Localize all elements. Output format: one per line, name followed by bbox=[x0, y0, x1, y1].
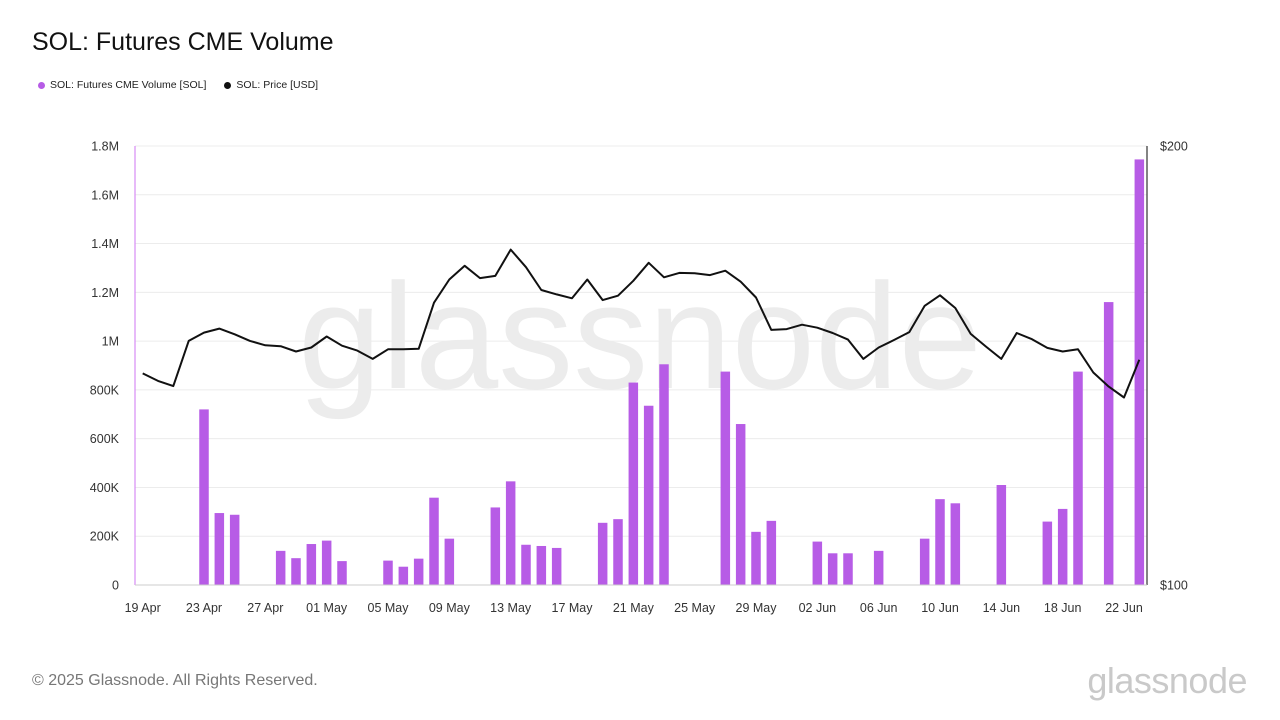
y-left-tick-label: 400K bbox=[90, 481, 120, 495]
volume-bar bbox=[950, 503, 961, 585]
x-tick-label: 05 May bbox=[368, 601, 410, 615]
x-tick-label: 22 Jun bbox=[1105, 601, 1143, 615]
volume-bar bbox=[551, 547, 562, 585]
volume-bar bbox=[919, 538, 930, 585]
volume-bar bbox=[1057, 508, 1068, 585]
volume-bar bbox=[659, 364, 669, 585]
volume-bar bbox=[383, 560, 393, 585]
y-left-tick-label: 800K bbox=[90, 383, 120, 397]
legend: SOL: Futures CME Volume [SOL] SOL: Price… bbox=[38, 79, 318, 91]
x-tick-label: 10 Jun bbox=[921, 601, 959, 615]
legend-item-price[interactable]: SOL: Price [USD] bbox=[224, 79, 318, 91]
volume-bar bbox=[398, 566, 409, 585]
y-left-tick-label: 0 bbox=[112, 579, 119, 593]
x-tick-label: 02 Jun bbox=[799, 601, 837, 615]
volume-bar bbox=[935, 499, 945, 585]
y-left-tick-label: 1.6M bbox=[91, 188, 119, 202]
chart-canvas[interactable]: glassnode 0 200K 400K 600K 800K 1M 1.2M 1.4M 1.6… bbox=[0, 0, 1280, 640]
volume-bar bbox=[751, 531, 761, 585]
volume-bar bbox=[536, 545, 547, 585]
y-left-tick-label: 1.2M bbox=[91, 286, 119, 300]
volume-bar bbox=[321, 540, 332, 585]
volume-bar bbox=[429, 497, 439, 585]
x-tick-label: 13 May bbox=[490, 601, 532, 615]
x-tick-label: 01 May bbox=[306, 601, 348, 615]
volume-bar bbox=[766, 520, 777, 585]
volume-bar bbox=[843, 553, 853, 585]
volume-bar bbox=[229, 514, 240, 585]
volume-bar bbox=[812, 541, 823, 585]
x-tick-label: 18 Jun bbox=[1044, 601, 1082, 615]
volume-bars bbox=[199, 159, 1145, 586]
y-left-tick-label: 1.4M bbox=[91, 237, 119, 251]
x-tick-label: 09 May bbox=[429, 601, 471, 615]
x-tick-label: 27 Apr bbox=[247, 601, 283, 615]
volume-bar bbox=[413, 558, 424, 585]
volume-bar bbox=[597, 522, 608, 585]
volume-bar bbox=[1103, 302, 1114, 585]
watermark-text: glassnode bbox=[298, 252, 982, 420]
legend-swatch-volume bbox=[38, 81, 45, 89]
copyright-text: © 2025 Glassnode. All Rights Reserved. bbox=[32, 672, 318, 689]
volume-bar bbox=[1042, 521, 1053, 585]
x-tick-label: 17 May bbox=[552, 601, 594, 615]
volume-bar bbox=[720, 371, 731, 585]
volume-bar bbox=[521, 544, 531, 585]
volume-bar bbox=[613, 519, 623, 585]
x-tick-label: 19 Apr bbox=[125, 601, 161, 615]
volume-bar bbox=[214, 513, 225, 585]
volume-bar bbox=[996, 485, 1007, 585]
brand-logo: glassnode bbox=[1087, 660, 1247, 701]
chart-title: SOL: Futures CME Volume bbox=[32, 28, 334, 56]
volume-bar bbox=[306, 544, 317, 585]
legend-label-volume: SOL: Futures CME Volume [SOL] bbox=[50, 79, 207, 91]
y-left-tick-label: 200K bbox=[90, 530, 120, 544]
x-tick-label: 29 May bbox=[736, 601, 778, 615]
volume-bar bbox=[628, 382, 639, 585]
volume-bar bbox=[827, 553, 838, 585]
y-right-tick-label: $200 bbox=[1160, 140, 1188, 154]
volume-bar bbox=[873, 550, 884, 585]
y-left-tick-label: 600K bbox=[90, 432, 120, 446]
x-tick-label: 14 Jun bbox=[983, 601, 1021, 615]
x-tick-label: 06 Jun bbox=[860, 601, 898, 615]
price-line bbox=[142, 248, 1141, 399]
volume-bar bbox=[291, 558, 301, 585]
y-left-tick-label: 1.8M bbox=[91, 140, 119, 154]
price-line-group bbox=[142, 248, 1141, 399]
volume-bar bbox=[490, 507, 501, 585]
x-tick-label: 21 May bbox=[613, 601, 655, 615]
volume-bar bbox=[1134, 159, 1145, 586]
legend-label-price: SOL: Price [USD] bbox=[236, 79, 319, 91]
volume-bar bbox=[643, 405, 654, 585]
y-left-tick-label: 1M bbox=[102, 335, 119, 349]
volume-bar bbox=[444, 538, 455, 585]
x-tick-label: 25 May bbox=[674, 601, 716, 615]
legend-item-volume[interactable]: SOL: Futures CME Volume [SOL] bbox=[38, 79, 206, 91]
legend-swatch-price bbox=[224, 81, 232, 89]
x-tick-label: 23 Apr bbox=[186, 601, 222, 615]
y-right-tick-label: $100 bbox=[1160, 579, 1188, 593]
volume-bar bbox=[199, 409, 209, 585]
volume-bar bbox=[337, 561, 347, 585]
volume-bar bbox=[735, 424, 746, 585]
volume-bar bbox=[1073, 371, 1083, 585]
axes: 0 200K 400K 600K 800K 1M 1.2M 1.4M 1.6M 1.8M $100 $… bbox=[90, 140, 1188, 616]
volume-bar bbox=[275, 550, 286, 585]
volume-bar bbox=[505, 481, 516, 585]
